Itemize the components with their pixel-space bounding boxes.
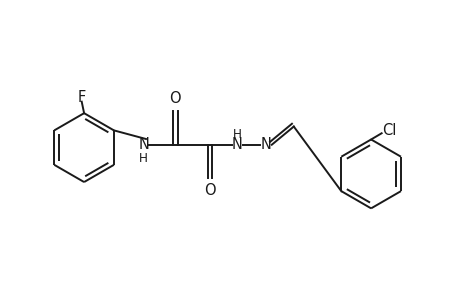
Text: N: N bbox=[260, 137, 271, 152]
Text: N: N bbox=[138, 137, 149, 152]
Text: F: F bbox=[78, 90, 86, 105]
Text: N: N bbox=[231, 137, 242, 152]
Text: Cl: Cl bbox=[381, 123, 396, 138]
Text: H: H bbox=[139, 152, 148, 165]
Text: O: O bbox=[169, 91, 180, 106]
Text: H: H bbox=[232, 128, 241, 141]
Text: O: O bbox=[203, 183, 215, 198]
